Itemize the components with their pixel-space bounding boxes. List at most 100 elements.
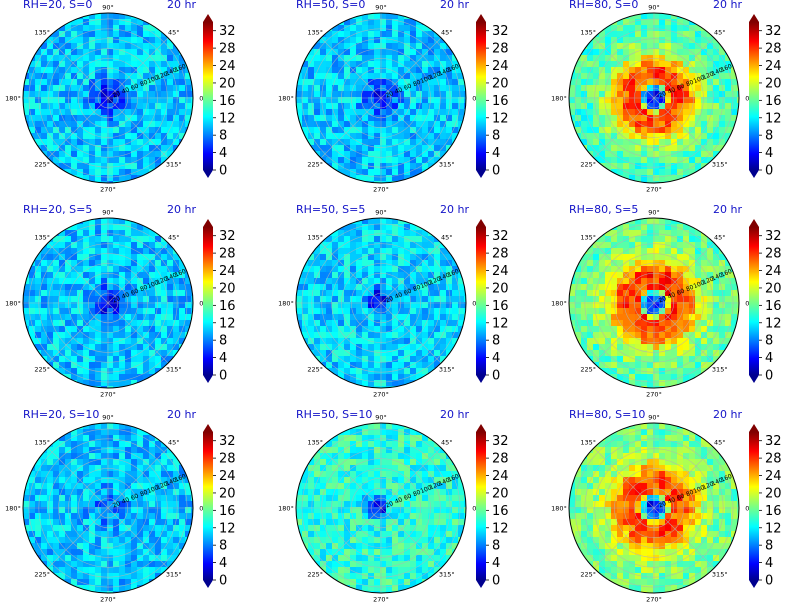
heatmap-cell <box>422 266 428 272</box>
heatmap-cell <box>119 278 125 284</box>
heatmap-cell <box>143 91 149 97</box>
heatmap-cell <box>629 67 635 73</box>
heatmap-cell <box>725 326 731 332</box>
heatmap-cell <box>599 139 605 145</box>
heatmap-cell <box>155 37 161 43</box>
angular-tick-label: 270° <box>373 391 389 399</box>
heatmap-cell <box>689 145 695 151</box>
heatmap-cell <box>623 278 629 284</box>
heatmap-cell <box>101 266 107 272</box>
heatmap-cell <box>362 127 368 133</box>
heatmap-cell <box>587 332 593 338</box>
heatmap-cell <box>155 31 161 37</box>
heatmap-cell <box>332 344 338 350</box>
heatmap-cell <box>422 308 428 314</box>
heatmap-cell <box>719 242 725 248</box>
heatmap-cell <box>398 356 404 362</box>
heatmap-cell <box>101 380 107 386</box>
heatmap-cell <box>101 284 107 290</box>
heatmap-cell <box>77 429 83 435</box>
heatmap-cell <box>71 501 77 507</box>
heatmap-cell <box>683 61 689 67</box>
heatmap-cell <box>725 248 731 254</box>
heatmap-cell <box>647 61 653 67</box>
heatmap-cell <box>71 103 77 109</box>
heatmap-cell <box>137 151 143 157</box>
heatmap-cell <box>683 133 689 139</box>
heatmap-cell <box>683 308 689 314</box>
heatmap-cell <box>149 332 155 338</box>
heatmap-cell <box>191 67 197 73</box>
heatmap-cell <box>125 25 131 31</box>
heatmap-cell <box>410 151 416 157</box>
heatmap-cell <box>428 133 434 139</box>
heatmap-cell <box>155 115 161 121</box>
heatmap-cell <box>344 91 350 97</box>
heatmap-cell <box>41 127 47 133</box>
heatmap-cell <box>647 236 653 242</box>
heatmap-cell <box>137 368 143 374</box>
heatmap-cell <box>167 109 173 115</box>
heatmap-cell <box>386 248 392 254</box>
colorbar-tick-label: 8 <box>492 334 500 349</box>
heatmap-cell <box>713 109 719 115</box>
heatmap-cell <box>368 169 374 175</box>
heatmap-cell <box>59 37 65 43</box>
heatmap-cell <box>641 236 647 242</box>
heatmap-cell <box>41 272 47 278</box>
heatmap-cell <box>629 254 635 260</box>
heatmap-cell <box>368 266 374 272</box>
colorbar-tick-label: 20 <box>219 281 236 296</box>
heatmap-cell <box>302 350 308 356</box>
heatmap-cell <box>623 266 629 272</box>
heatmap-cell <box>695 290 701 296</box>
colorbar-gradient <box>203 22 213 170</box>
heatmap-cell <box>308 73 314 79</box>
heatmap-cell <box>428 103 434 109</box>
heatmap-cell <box>101 236 107 242</box>
heatmap-cell <box>398 350 404 356</box>
angular-tick-label: 225° <box>34 365 50 373</box>
heatmap-cell <box>617 169 623 175</box>
heatmap-cell <box>350 368 356 374</box>
heatmap-cell <box>191 296 197 302</box>
heatmap-cell <box>635 350 641 356</box>
heatmap-cell <box>95 441 101 447</box>
colorbar-tick-label: 24 <box>219 59 236 74</box>
heatmap-cell <box>143 435 149 441</box>
heatmap-cell <box>362 272 368 278</box>
heatmap-cell <box>386 374 392 380</box>
heatmap-cell <box>410 236 416 242</box>
heatmap-cell <box>629 49 635 55</box>
heatmap-cell <box>398 145 404 151</box>
heatmap-cell <box>605 73 611 79</box>
heatmap-cell <box>386 73 392 79</box>
heatmap-cell <box>137 338 143 344</box>
heatmap-cell <box>422 127 428 133</box>
heatmap-cell <box>422 49 428 55</box>
heatmap-cell <box>125 181 131 187</box>
heatmap-cell <box>605 67 611 73</box>
heatmap-cell <box>179 79 185 85</box>
heatmap-cell <box>77 501 83 507</box>
heatmap-cell <box>83 308 89 314</box>
colorbar-tick-label: 12 <box>219 316 236 331</box>
heatmap-cell <box>623 73 629 79</box>
heatmap-cell <box>641 266 647 272</box>
heatmap-cell <box>77 278 83 284</box>
heatmap-cell <box>356 25 362 31</box>
heatmap-cell <box>422 296 428 302</box>
heatmap-cell <box>659 61 665 67</box>
heatmap-cell <box>659 344 665 350</box>
angular-tick-label: 135° <box>34 234 50 242</box>
heatmap-cell <box>629 55 635 61</box>
heatmap-cell <box>59 67 65 73</box>
heatmap-cell <box>665 308 671 314</box>
heatmap-cell <box>137 441 143 447</box>
heatmap-cell <box>422 356 428 362</box>
heatmap-cell <box>65 145 71 151</box>
heatmap-cell <box>326 115 332 121</box>
angular-tick-label: 135° <box>307 234 323 242</box>
heatmap-cell <box>623 79 629 85</box>
